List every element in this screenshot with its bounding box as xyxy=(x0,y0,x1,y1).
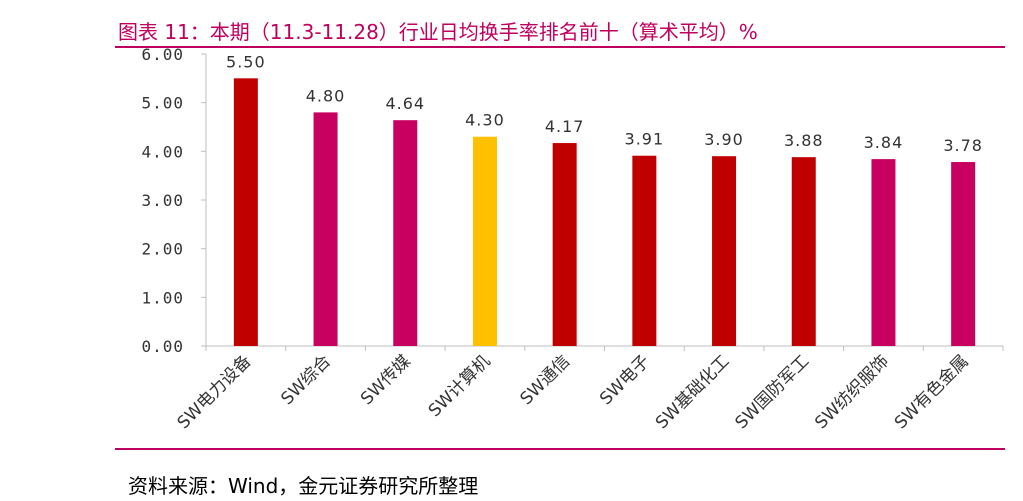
data-label: 3.88 xyxy=(784,131,824,150)
data-label: 3.84 xyxy=(864,133,904,152)
bar xyxy=(712,156,737,346)
data-label: 3.90 xyxy=(704,130,744,149)
y-tick-label: 6.00 xyxy=(141,45,184,64)
bar xyxy=(313,112,338,347)
data-label: 4.80 xyxy=(306,86,346,105)
bar xyxy=(951,162,976,346)
category-label: SW有色金属 xyxy=(891,351,973,433)
bar xyxy=(552,143,577,346)
bar xyxy=(791,157,816,346)
category-label: SW电力设备 xyxy=(174,351,256,433)
bar xyxy=(472,136,497,346)
y-tick-label: 3.00 xyxy=(141,191,184,210)
category-label: SW基础化工 xyxy=(652,351,734,433)
data-label: 5.50 xyxy=(226,52,266,71)
y-tick-label: 5.00 xyxy=(141,94,184,113)
y-tick-label: 4.00 xyxy=(141,142,184,161)
bar xyxy=(233,78,258,346)
y-axis: 0.00 1.00 2.00 3.00 4.00 5.00 6.00 xyxy=(141,45,207,356)
y-tick-label: 2.00 xyxy=(141,240,184,259)
bottom-divider xyxy=(115,448,1005,450)
x-axis xyxy=(205,345,1004,351)
bars xyxy=(233,78,976,347)
y-tick-label: 1.00 xyxy=(141,288,184,307)
data-label: 4.30 xyxy=(465,111,505,130)
data-label: 3.91 xyxy=(625,130,665,149)
category-label: SW电子 xyxy=(596,351,654,409)
title-bar: 图表 11：本期（11.3-11.28）行业日均换手率排名前十（算术平均）% xyxy=(115,10,1005,48)
data-label: 4.17 xyxy=(545,117,585,136)
source-note: 资料来源：Wind，金元证券研究所整理 xyxy=(128,474,479,498)
data-label: 3.78 xyxy=(943,136,983,155)
category-label: SW计算机 xyxy=(425,351,495,421)
category-label: SW纺织服饰 xyxy=(811,351,893,433)
category-label: SW国防军工 xyxy=(732,351,814,433)
category-label: SW传媒 xyxy=(357,351,415,409)
category-label: SW综合 xyxy=(277,351,335,409)
data-label: 4.64 xyxy=(385,94,425,113)
chart-title: 图表 11：本期（11.3-11.28）行业日均换手率排名前十（算术平均）% xyxy=(118,20,758,44)
value-labels: 5.50 4.80 4.64 4.30 4.17 3.91 3.90 3.88 3.84 3.78 xyxy=(226,52,983,155)
bar xyxy=(871,159,896,346)
category-label: SW通信 xyxy=(516,351,574,409)
y-tick-label: 0.00 xyxy=(141,337,184,356)
bar xyxy=(393,120,418,346)
category-labels: SW电力设备 SW综合 SW传媒 SW计算机 SW通信 SW电子SW基础化工SW国防军工S… xyxy=(174,351,973,433)
bar xyxy=(632,155,657,346)
